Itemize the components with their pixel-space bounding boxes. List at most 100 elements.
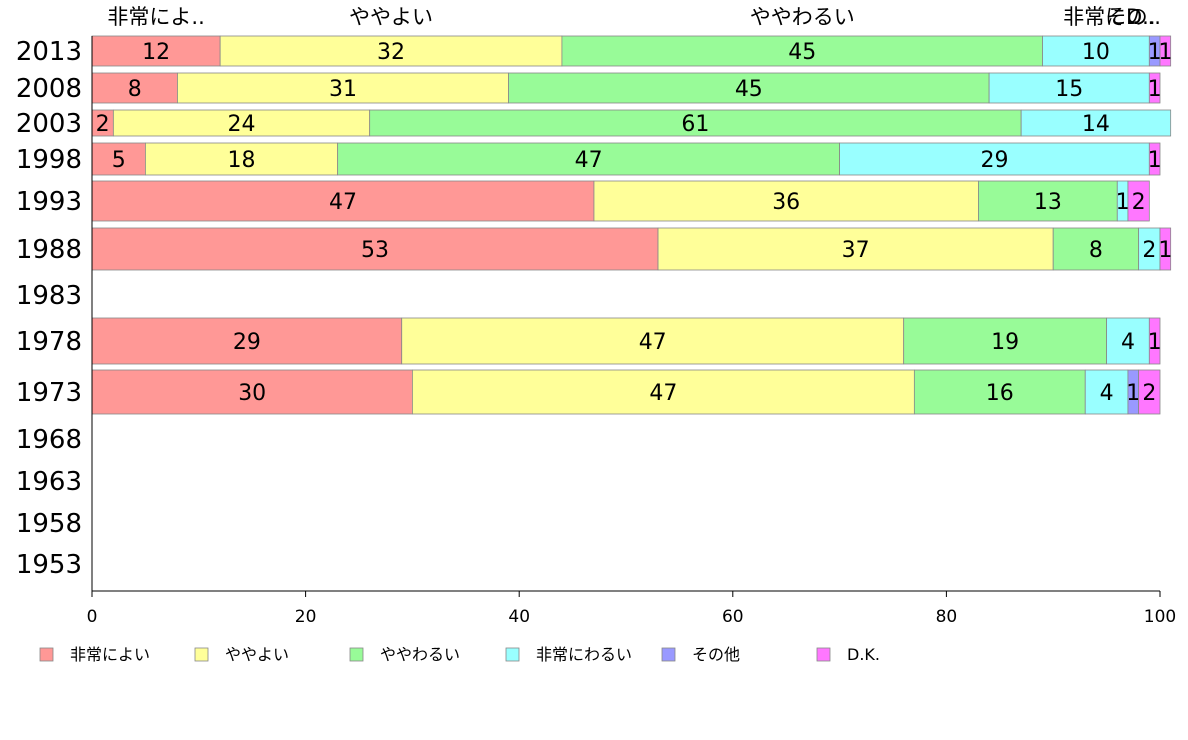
data-label: 29 [233,330,261,355]
bar-segment [1127,180,1150,222]
bar-segment [1020,109,1172,137]
data-label: 2 [1142,381,1156,406]
data-label: 32 [377,40,405,65]
data-label: 30 [238,381,266,406]
bar-segment [91,72,178,104]
data-label: 15 [1055,77,1083,102]
data-label: 10 [1082,40,1110,65]
bar-segment [177,72,509,104]
y-tick-label: 1973 [16,378,82,408]
legend-label: ややわるい [380,645,460,664]
data-label: 14 [1082,112,1110,137]
data-label: 29 [980,148,1008,173]
bar-segment [839,142,1150,176]
x-tick-label: 0 [87,607,98,627]
bar-segment [1106,317,1150,365]
legend-swatch [816,647,831,662]
data-label: 1 [1148,77,1162,102]
bar-segment [1042,35,1150,67]
data-label: 1 [1148,148,1162,173]
x-tick-label: 20 [295,607,317,627]
legend-swatch [349,647,364,662]
y-tick-label: 1983 [16,281,82,311]
top-category-label: その.. [1106,5,1161,29]
bar-segment [411,369,915,415]
y-tick-label: 1968 [16,425,82,455]
data-label: 13 [1034,190,1062,215]
data-label: 31 [329,77,357,102]
y-tick-label: 1978 [16,327,82,357]
bar-segment [1148,72,1161,104]
data-label: 8 [1089,238,1103,263]
bar-segment [1159,227,1172,271]
legend-swatch [661,647,676,662]
data-label: 2 [1142,238,1156,263]
data-label: 37 [842,238,870,263]
legend-swatch [194,647,209,662]
bar-segment [978,180,1118,222]
data-label: 1 [1148,40,1162,65]
y-tick-label: 1953 [16,550,82,580]
y-tick-label: 2013 [16,37,82,67]
data-label: 12 [142,40,170,65]
top-category-label: 非常によ.. [107,5,204,29]
data-label: 2 [1132,190,1146,215]
data-label: 1 [1158,40,1172,65]
bar-segment [91,180,595,222]
bar-segment [1138,369,1161,415]
data-label: 1 [1148,330,1162,355]
top-category-label: 非常に.. [1063,5,1139,29]
bar-segment [1148,317,1161,365]
data-label: 45 [735,77,763,102]
data-label: 4 [1100,381,1114,406]
bar-segment [112,109,371,137]
bar-segment [337,142,841,176]
bar-segment [508,72,990,104]
data-label: 47 [639,330,667,355]
y-tick-label: 1998 [16,145,82,175]
legend-label: D.K. [847,645,880,664]
y-tick-label: 2008 [16,74,82,104]
data-label: 5 [112,148,126,173]
bar-segment [913,369,1086,415]
data-label: 4 [1121,330,1135,355]
data-label: 1 [1126,381,1140,406]
data-label: 47 [575,148,603,173]
top-category-label: ややよい [349,5,433,29]
data-label: 47 [329,190,357,215]
data-label: 2 [96,112,110,137]
bar-segment [1159,35,1172,67]
data-label: 45 [788,40,816,65]
bar-segment [144,142,339,176]
legend-swatch [39,647,54,662]
y-tick-label: 2003 [16,109,82,139]
y-tick-label: 1993 [16,187,82,217]
data-label: 24 [228,112,256,137]
legend-swatch [505,647,520,662]
x-tick-label: 60 [722,607,744,627]
top-category-label: ややわるい [750,5,855,29]
bar-segment [1084,369,1129,415]
top-category-label: D.. [1126,5,1156,29]
bar-segment [91,142,146,176]
y-tick-label: 1958 [16,509,82,539]
bar-segment [657,227,1054,271]
bar-segment [903,317,1107,365]
data-label: 8 [128,77,142,102]
x-tick-label: 100 [1144,607,1176,627]
y-tick-label: 1988 [16,235,82,265]
data-label: 16 [986,381,1014,406]
data-label: 53 [361,238,389,263]
bar-segment [91,317,403,365]
legend-label: その他 [692,645,740,664]
x-tick-label: 80 [936,607,958,627]
data-label: 1 [1158,238,1172,263]
legend-label: 非常にわるい [536,645,632,664]
legend-label: 非常によい [70,645,150,664]
bar-segment [91,35,221,67]
bar-segment [593,180,979,222]
bar-segment [1148,142,1161,176]
data-label: 18 [228,148,256,173]
